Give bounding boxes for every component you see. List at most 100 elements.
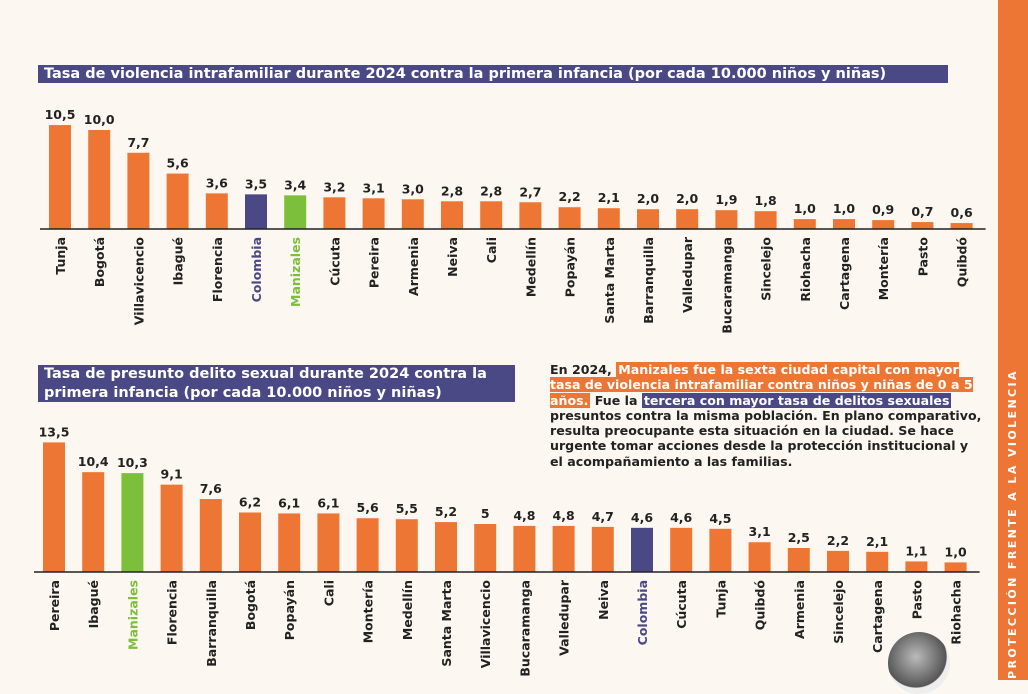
bar-bucaramanga bbox=[513, 525, 536, 572]
bar-quibdó bbox=[748, 542, 771, 572]
value-label: 5,6 bbox=[357, 500, 379, 515]
value-label: 4,6 bbox=[631, 510, 653, 525]
bar-armenia bbox=[787, 548, 810, 572]
category-label: Riohacha bbox=[798, 237, 813, 302]
person-photo bbox=[888, 632, 950, 694]
category-label: Pasto bbox=[909, 580, 924, 620]
value-label: 3,0 bbox=[402, 181, 424, 196]
value-label: 2,2 bbox=[559, 189, 581, 204]
bar-armenia bbox=[401, 199, 424, 229]
value-label: 2,2 bbox=[827, 533, 849, 548]
category-label: Barranquilla bbox=[641, 237, 656, 324]
bar-pereira bbox=[362, 198, 385, 229]
category-label: Pereira bbox=[47, 580, 62, 631]
value-label: 2,7 bbox=[519, 184, 541, 199]
bar-florencia bbox=[205, 193, 228, 229]
value-label: 3,1 bbox=[749, 524, 771, 539]
category-label: Neiva bbox=[596, 580, 611, 620]
bar-pasto bbox=[911, 222, 934, 229]
category-label: Armenia bbox=[406, 237, 421, 296]
bar-riohacha bbox=[793, 219, 816, 229]
value-label: 6,1 bbox=[278, 495, 300, 510]
chart-title-violencia: Tasa de violencia intrafamiliar durante … bbox=[38, 65, 948, 83]
bar-villavicencio bbox=[127, 152, 150, 229]
value-label: 3,4 bbox=[284, 177, 306, 192]
bar-quibdó bbox=[950, 223, 973, 229]
bar-pereira bbox=[43, 442, 65, 572]
category-label: Riohacha bbox=[949, 580, 964, 645]
value-label: 0,7 bbox=[911, 204, 933, 219]
value-label: 2,8 bbox=[441, 183, 463, 198]
bar-pasto bbox=[905, 561, 928, 572]
category-label: Pereira bbox=[367, 237, 382, 288]
category-label: Valledupar bbox=[557, 579, 572, 656]
category-label: Cali bbox=[321, 580, 336, 606]
category-label: Popayán bbox=[563, 237, 578, 297]
bar-cartagena bbox=[833, 219, 855, 229]
category-label: Pasto bbox=[915, 237, 930, 277]
value-label: 3,2 bbox=[323, 179, 345, 194]
bar-manizales bbox=[121, 473, 144, 572]
category-label: Colombia bbox=[249, 237, 264, 302]
value-label: 5,6 bbox=[167, 156, 189, 171]
value-label: 2,0 bbox=[637, 191, 659, 206]
value-label: 10,3 bbox=[117, 455, 148, 470]
value-label: 1,9 bbox=[715, 192, 737, 207]
category-label: Manizales bbox=[288, 237, 303, 307]
sidebar-label: PROTECCIÓN FRENTE A LA VIOLENCIA bbox=[1006, 369, 1019, 679]
category-label: Armenia bbox=[792, 580, 807, 639]
category-label: Medellín bbox=[400, 580, 415, 640]
category-label: Montería bbox=[361, 580, 376, 643]
bar-montería bbox=[872, 220, 895, 229]
value-label: 0,6 bbox=[951, 205, 973, 220]
value-label: 2,8 bbox=[480, 183, 502, 198]
bar-neiva bbox=[441, 201, 463, 229]
value-label: 2,1 bbox=[598, 190, 620, 205]
value-label: 6,1 bbox=[317, 495, 339, 510]
bar-barranquilla bbox=[637, 209, 659, 229]
category-label: Bogotá bbox=[243, 580, 258, 630]
category-label: Tunja bbox=[713, 580, 728, 618]
section-sidebar: PROTECCIÓN FRENTE A LA VIOLENCIA bbox=[998, 0, 1028, 680]
value-label: 10,0 bbox=[84, 112, 115, 127]
value-label: 5,2 bbox=[435, 504, 457, 519]
value-label: 2,1 bbox=[866, 534, 888, 549]
bar-ibagué bbox=[166, 173, 189, 229]
bar-medellín bbox=[519, 202, 542, 229]
value-label: 5 bbox=[481, 506, 490, 521]
bar-popayán bbox=[278, 513, 301, 572]
category-label: Villavicencio bbox=[131, 237, 146, 326]
value-label: 4,5 bbox=[709, 511, 731, 526]
category-label: Florencia bbox=[165, 580, 180, 645]
bar-cartagena bbox=[866, 551, 889, 572]
value-label: 10,4 bbox=[78, 454, 109, 469]
value-label: 4,8 bbox=[553, 508, 575, 523]
bar-montería bbox=[356, 518, 379, 572]
category-label: Cartagena bbox=[870, 580, 885, 653]
bar-sincelejo bbox=[754, 211, 777, 229]
bar-santa-marta bbox=[597, 208, 620, 229]
category-label: Ibagué bbox=[171, 237, 186, 285]
bar-cúcuta bbox=[323, 197, 346, 229]
value-label: 5,5 bbox=[396, 501, 418, 516]
bar-sincelejo bbox=[827, 550, 849, 572]
bar-cali bbox=[317, 513, 340, 572]
category-label: Medellín bbox=[523, 237, 538, 297]
bar-bogotá bbox=[239, 512, 261, 572]
value-label: 4,7 bbox=[592, 509, 614, 524]
para-mid: Fue la bbox=[590, 392, 642, 408]
bar-tunja bbox=[709, 528, 732, 572]
bar-popayán bbox=[558, 207, 581, 229]
bar-cali bbox=[480, 201, 503, 229]
value-label: 2,5 bbox=[788, 530, 810, 545]
bar-florencia bbox=[160, 484, 183, 572]
category-label: Valledupar bbox=[680, 236, 695, 313]
value-label: 1,0 bbox=[794, 201, 816, 216]
value-label: 3,6 bbox=[206, 175, 228, 190]
category-label: Tunja bbox=[53, 237, 68, 275]
bar-barranquilla bbox=[199, 499, 222, 572]
category-label: Bucaramanga bbox=[719, 237, 734, 334]
bar-bogotá bbox=[88, 130, 111, 229]
value-label: 1,0 bbox=[833, 201, 855, 216]
bar-valledupar bbox=[676, 209, 699, 229]
